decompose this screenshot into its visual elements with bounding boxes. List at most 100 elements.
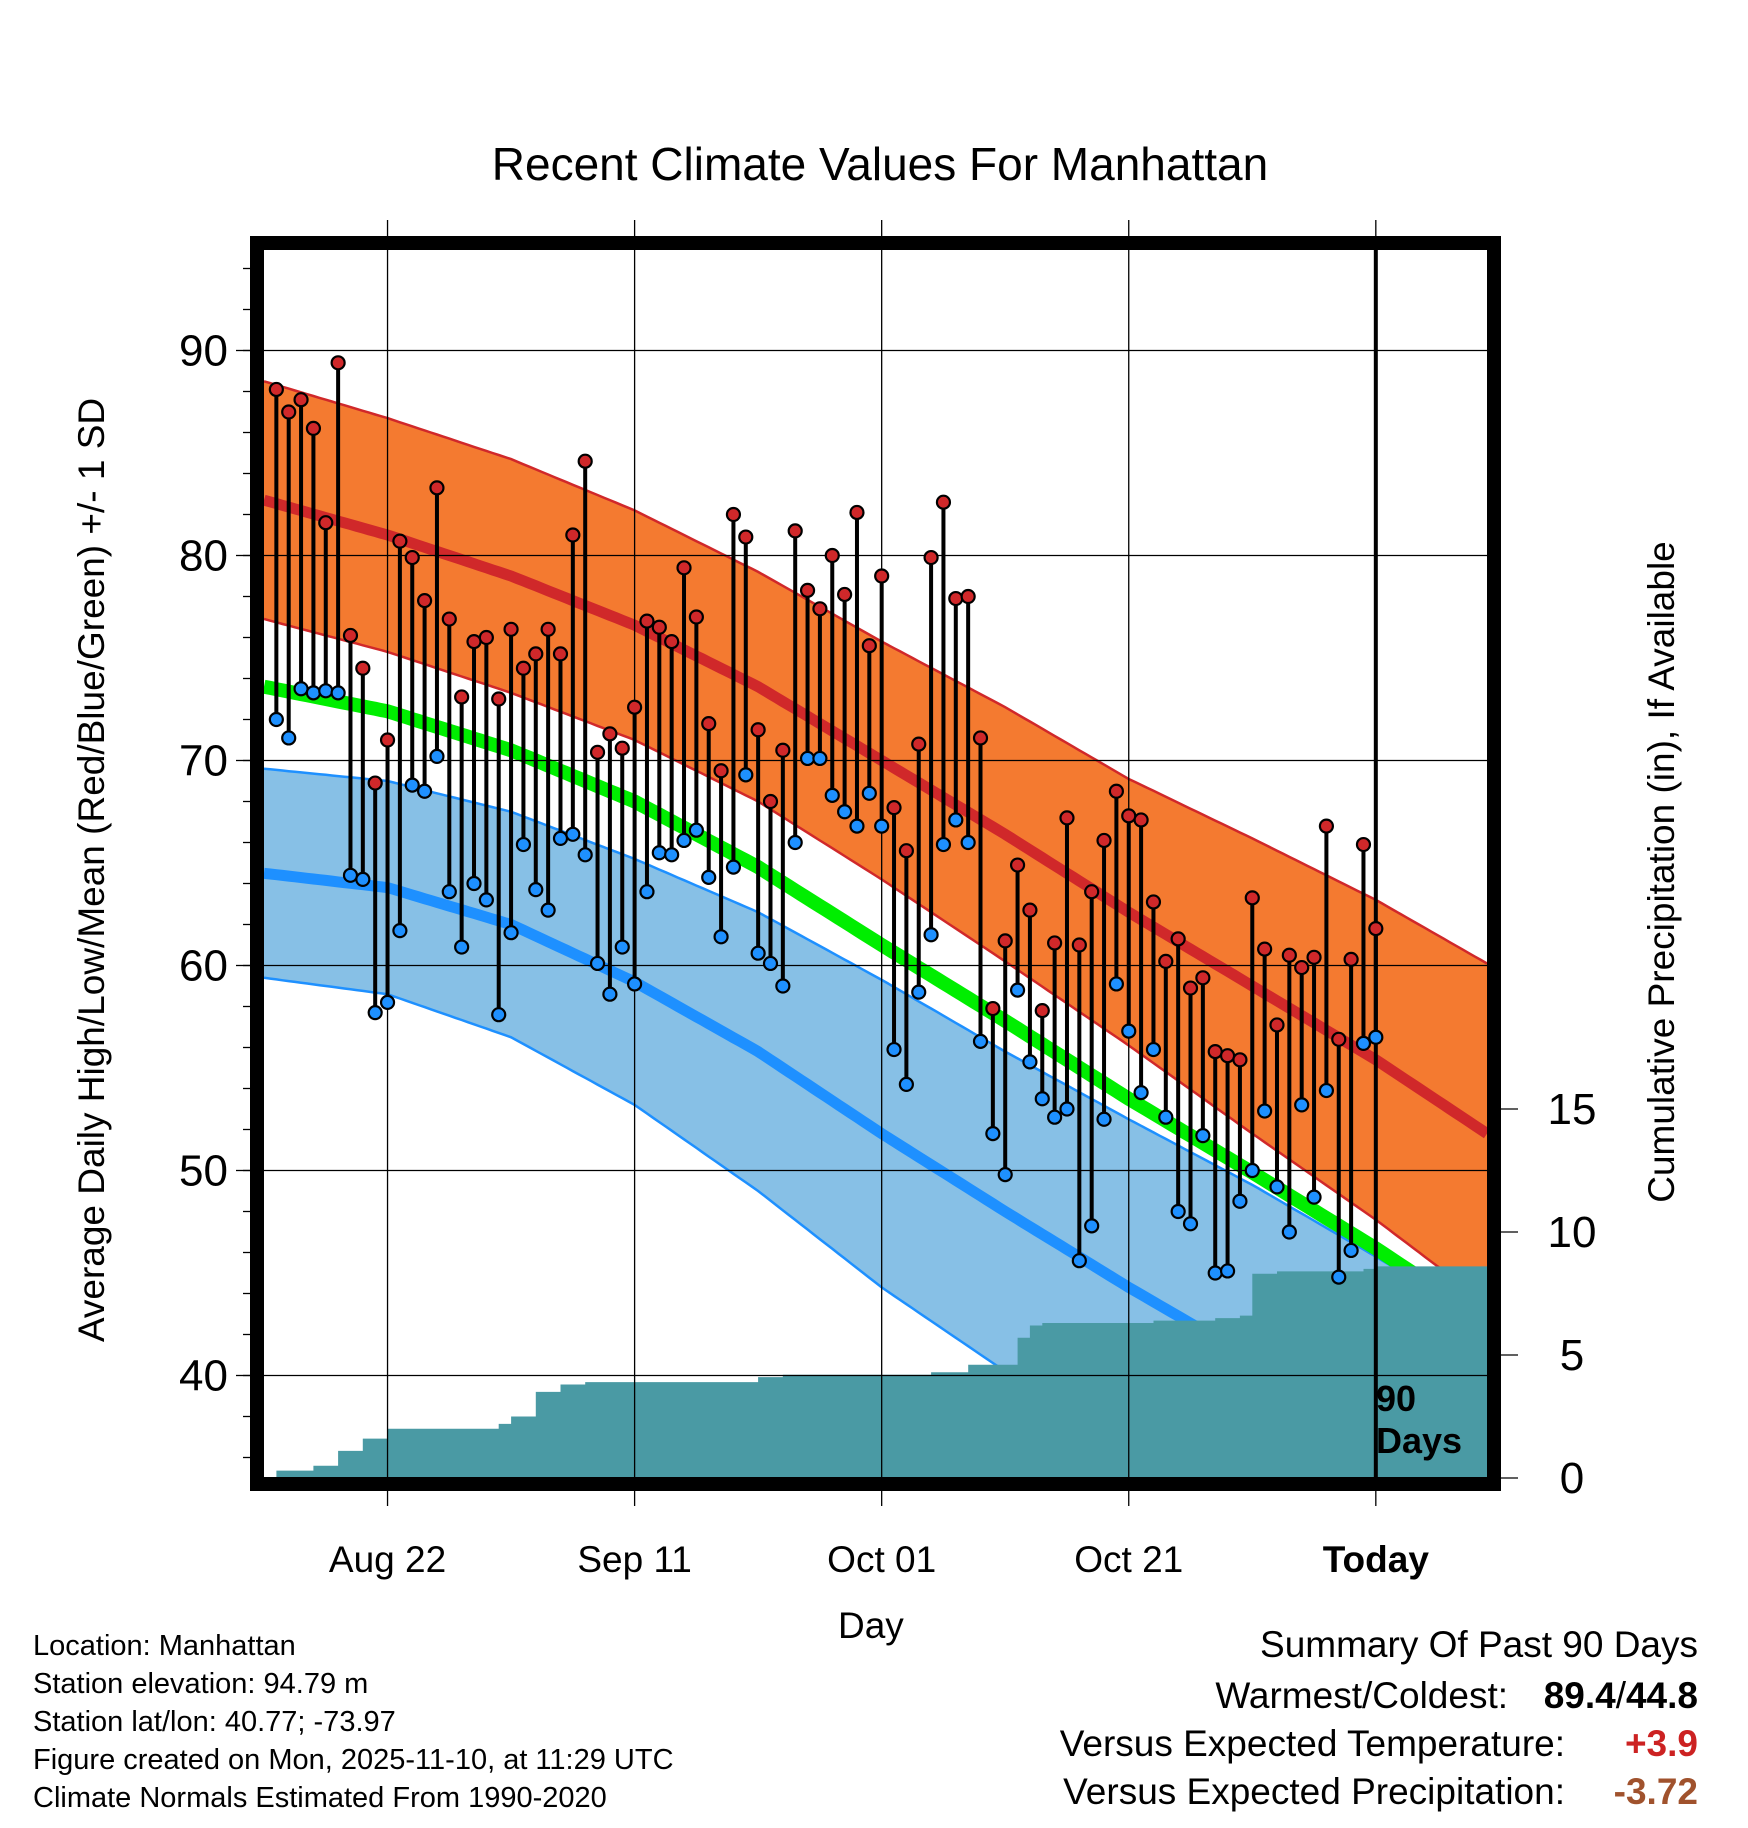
daily-low-point [1059,1101,1075,1117]
daily-low-point [577,847,593,863]
daily-high-point [552,646,569,662]
daily-high-point [1318,818,1335,834]
daily-high-point [1009,857,1026,873]
daily-high-point [787,523,803,539]
daily-high-point [1071,937,1087,953]
daily-low-point [923,927,939,943]
y2-tick-label: 5 [1560,1331,1584,1380]
daily-low-point [552,830,569,847]
daily-high-point [503,621,519,637]
daily-low-point [305,685,322,701]
precip-cumulative-area [264,1266,1487,1478]
daily-low-point [948,812,964,828]
y-tick-label: 50 [179,1147,228,1196]
daily-low-point [355,871,371,888]
high-sd-band [264,381,1487,1304]
daily-low-point [1121,1023,1137,1039]
daily-high-point [1207,1043,1223,1060]
daily-high-point [948,590,964,607]
daily-high-point [466,633,482,650]
summary-temp-label: Versus Expected Temperature: [1059,1723,1565,1764]
daily-high-point [268,381,284,398]
daily-low-point [1331,1269,1347,1285]
daily-high-point [379,732,396,748]
daily-high-point [837,586,853,603]
daily-low-point [515,836,532,853]
y-tick-label: 70 [179,737,228,786]
daily-low-point [713,929,729,945]
summary-precip-value: -3.72 [1613,1771,1698,1812]
daily-high-point [676,560,692,576]
daily-high-point [1281,947,1297,963]
summary-heading: Summary Of Past 90 Days [1260,1624,1698,1665]
daily-low-point [330,685,346,701]
daily-low-point [911,984,927,1000]
daily-low-point [466,875,482,892]
daily-high-point [342,627,359,644]
daily-low-point [1232,1193,1248,1209]
daily-high-point [1343,951,1359,967]
daily-low-point [1047,1109,1063,1125]
daily-low-point [1318,1082,1335,1099]
daily-high-point [738,529,754,545]
daily-high-point [1368,920,1384,937]
daily-low-point [478,892,494,908]
daily-high-point [1219,1048,1236,1064]
daily-low-point [799,750,816,767]
daily-low-point [874,818,890,834]
info-latlon: Station lat/lon: 40.77; -73.97 [33,1706,396,1738]
daily-low-point [1096,1111,1112,1127]
daily-low-point [404,777,420,793]
daily-low-point [1071,1253,1087,1269]
daily-low-point [293,681,309,697]
daily-high-point [1022,902,1038,918]
daily-low-point [528,882,544,898]
daily-high-point [1158,953,1174,970]
daily-low-point [1244,1162,1260,1179]
daily-high-point [577,453,593,469]
daily-high-point [416,592,433,609]
normal-high-line [264,494,1487,1139]
today-days-label: 90 Days [1376,1378,1463,1461]
y2-tick-label: 0 [1560,1454,1584,1503]
daily-high-point [1269,1017,1285,1033]
x-tick-label: Oct 21 [1074,1539,1183,1580]
daily-high-point [972,730,989,746]
daily-low-point [1207,1265,1223,1281]
daily-high-point [775,742,791,758]
daily-low-point [898,1076,914,1093]
daily-high-point [688,609,704,625]
daily-low-point [812,750,828,767]
daily-high-point [1170,931,1186,947]
plot-frame [250,236,1501,1491]
daily-low-point [1108,976,1124,992]
y2-tick-label: 15 [1548,1085,1597,1134]
daily-high-point [404,549,420,566]
daily-low-point [787,834,803,851]
daily-low-point [318,683,334,699]
daily-high-point [960,588,976,605]
daily-low-point [849,818,865,834]
summary-temp-value: +3.9 [1624,1723,1698,1764]
daily-low-point [1195,1128,1211,1144]
daily-high-point [1257,941,1273,957]
daily-low-point [1294,1097,1310,1113]
daily-high-point [454,689,470,705]
x-axis-label: Day [838,1605,904,1646]
daily-low-point [503,925,519,941]
summary-warmest-value: 89.4 [1543,1675,1616,1716]
y-axis-label-right: Cumulative Precipitation (in), If Availa… [1641,541,1682,1203]
daily-high-point [305,420,322,436]
daily-low-point [701,869,717,885]
daily-high-point [713,763,729,779]
daily-low-point [342,867,359,883]
daily-high-point [614,740,630,756]
daily-low-point [775,978,791,994]
daily-low-point [1170,1203,1186,1220]
daily-low-point [886,1041,902,1058]
daily-high-point [911,736,927,752]
y-axis-label-left: Average Daily High/Low/Mean (Red/Blue/Gr… [71,397,112,1343]
daily-low-point [491,1007,507,1023]
summary-precip-label: Versus Expected Precipitation: [1063,1771,1565,1812]
daily-high-point [1145,894,1162,910]
